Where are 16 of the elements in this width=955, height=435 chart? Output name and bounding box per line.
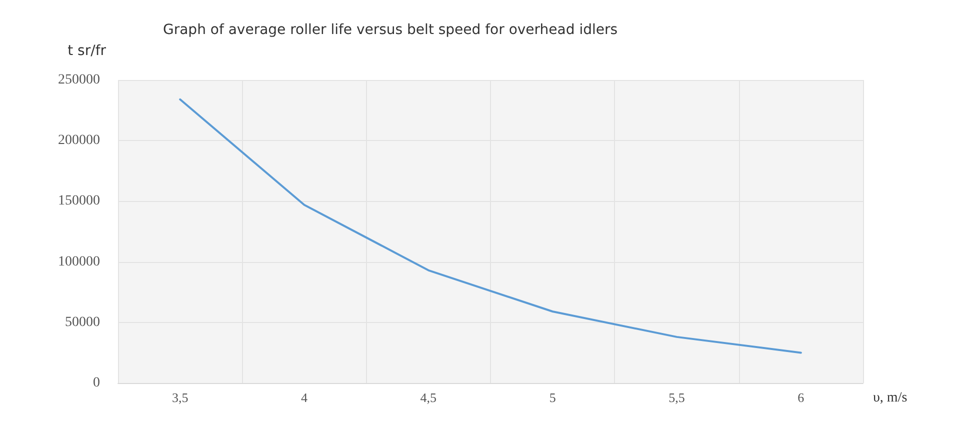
x-tick-label: 6: [798, 390, 805, 405]
y-tick-label: 250000: [58, 72, 100, 88]
line-series: [179, 98, 802, 354]
y-tick-label: 0: [93, 376, 100, 390]
x-tick-label: 4: [301, 390, 308, 405]
x-tick-label: 5,5: [668, 390, 685, 405]
x-tick-label: 4,5: [420, 390, 437, 405]
y-tick-label: 100000: [58, 254, 100, 270]
chart-title: Graph of average roller life versus belt speed for overhead idlers: [163, 22, 618, 38]
x-tick-label: 5: [549, 390, 556, 405]
y-tick-label: 50000: [65, 314, 100, 330]
y-tick-label: 200000: [58, 133, 100, 148]
x-axis-title: υ, m/s: [873, 390, 908, 406]
y-tick-label: 150000: [58, 194, 100, 209]
y-axis-title: t sr/fr: [68, 43, 106, 59]
x-tick-label: 3,5: [172, 390, 188, 405]
